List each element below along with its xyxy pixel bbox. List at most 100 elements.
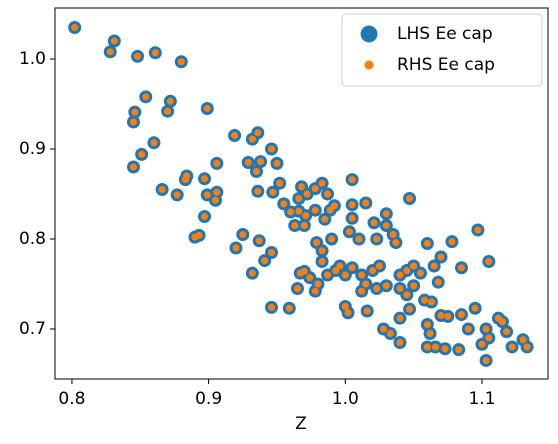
point (267, 248, 275, 256)
point (396, 284, 404, 292)
point (380, 325, 388, 333)
point (406, 194, 414, 202)
point (255, 237, 263, 245)
point (231, 132, 239, 140)
point (348, 264, 356, 272)
point (485, 257, 493, 265)
point (348, 214, 356, 222)
point (201, 175, 209, 183)
x-tick-label: 1.0 (332, 389, 359, 409)
point (403, 291, 411, 299)
point (158, 185, 166, 193)
point (474, 226, 482, 234)
point (295, 194, 303, 202)
point (457, 311, 465, 319)
point (464, 325, 472, 333)
point (410, 282, 418, 290)
point (129, 118, 137, 126)
point (455, 346, 463, 354)
point (280, 200, 288, 208)
point (363, 307, 371, 315)
point (183, 172, 191, 180)
point (324, 271, 332, 279)
point (248, 269, 256, 277)
point (358, 287, 366, 295)
point (427, 298, 435, 306)
point (306, 274, 314, 282)
point (348, 176, 356, 184)
point (358, 271, 366, 279)
point (426, 329, 434, 337)
point (300, 267, 308, 275)
point (373, 284, 381, 292)
point (326, 206, 334, 214)
point (416, 269, 424, 277)
point (432, 343, 440, 351)
point (341, 302, 349, 310)
point (478, 340, 486, 348)
point (369, 266, 377, 274)
point (362, 199, 370, 207)
point (444, 312, 452, 320)
legend-box (341, 13, 543, 87)
point (293, 284, 301, 292)
point (273, 159, 281, 167)
legend: LHS Ee cap RHS Ee cap (341, 13, 543, 87)
point (314, 280, 322, 288)
series (71, 24, 531, 364)
point (285, 304, 293, 312)
point (257, 158, 265, 166)
point (131, 108, 139, 116)
point (150, 139, 158, 147)
point (375, 262, 383, 270)
point (138, 150, 146, 158)
point (311, 185, 319, 193)
point (261, 257, 269, 265)
point (311, 206, 319, 214)
point (382, 221, 390, 229)
point (134, 52, 142, 60)
point (441, 345, 449, 353)
point (291, 221, 299, 229)
point (373, 235, 381, 243)
point (177, 58, 185, 66)
point (423, 239, 431, 247)
point (248, 135, 256, 143)
point (324, 190, 332, 198)
point (332, 266, 340, 274)
point (239, 230, 247, 238)
point (318, 257, 326, 265)
point (457, 264, 465, 272)
point (392, 239, 400, 247)
point (318, 179, 326, 187)
point (382, 210, 390, 218)
point (498, 318, 506, 326)
point (203, 105, 211, 113)
point (336, 262, 344, 270)
x-tick-label: 1.1 (468, 389, 495, 409)
point (519, 336, 527, 344)
point (267, 145, 275, 153)
y-tick-label: 0.7 (19, 319, 46, 339)
point (303, 190, 311, 198)
point (321, 215, 329, 223)
point (213, 159, 221, 167)
point (211, 196, 219, 204)
legend-label: RHS Ee cap (397, 55, 495, 75)
point (362, 280, 370, 288)
point (313, 239, 321, 247)
point (421, 296, 429, 304)
plot-frame (54, 7, 549, 380)
point (232, 244, 240, 252)
x-axis-label: Z (295, 414, 307, 434)
point (382, 282, 390, 290)
point (267, 303, 275, 311)
point (423, 343, 431, 351)
legend-label: LHS Ee cap (397, 24, 493, 44)
point (386, 329, 394, 337)
point (396, 338, 404, 346)
point (252, 167, 260, 175)
point (434, 278, 442, 286)
point (482, 356, 490, 364)
